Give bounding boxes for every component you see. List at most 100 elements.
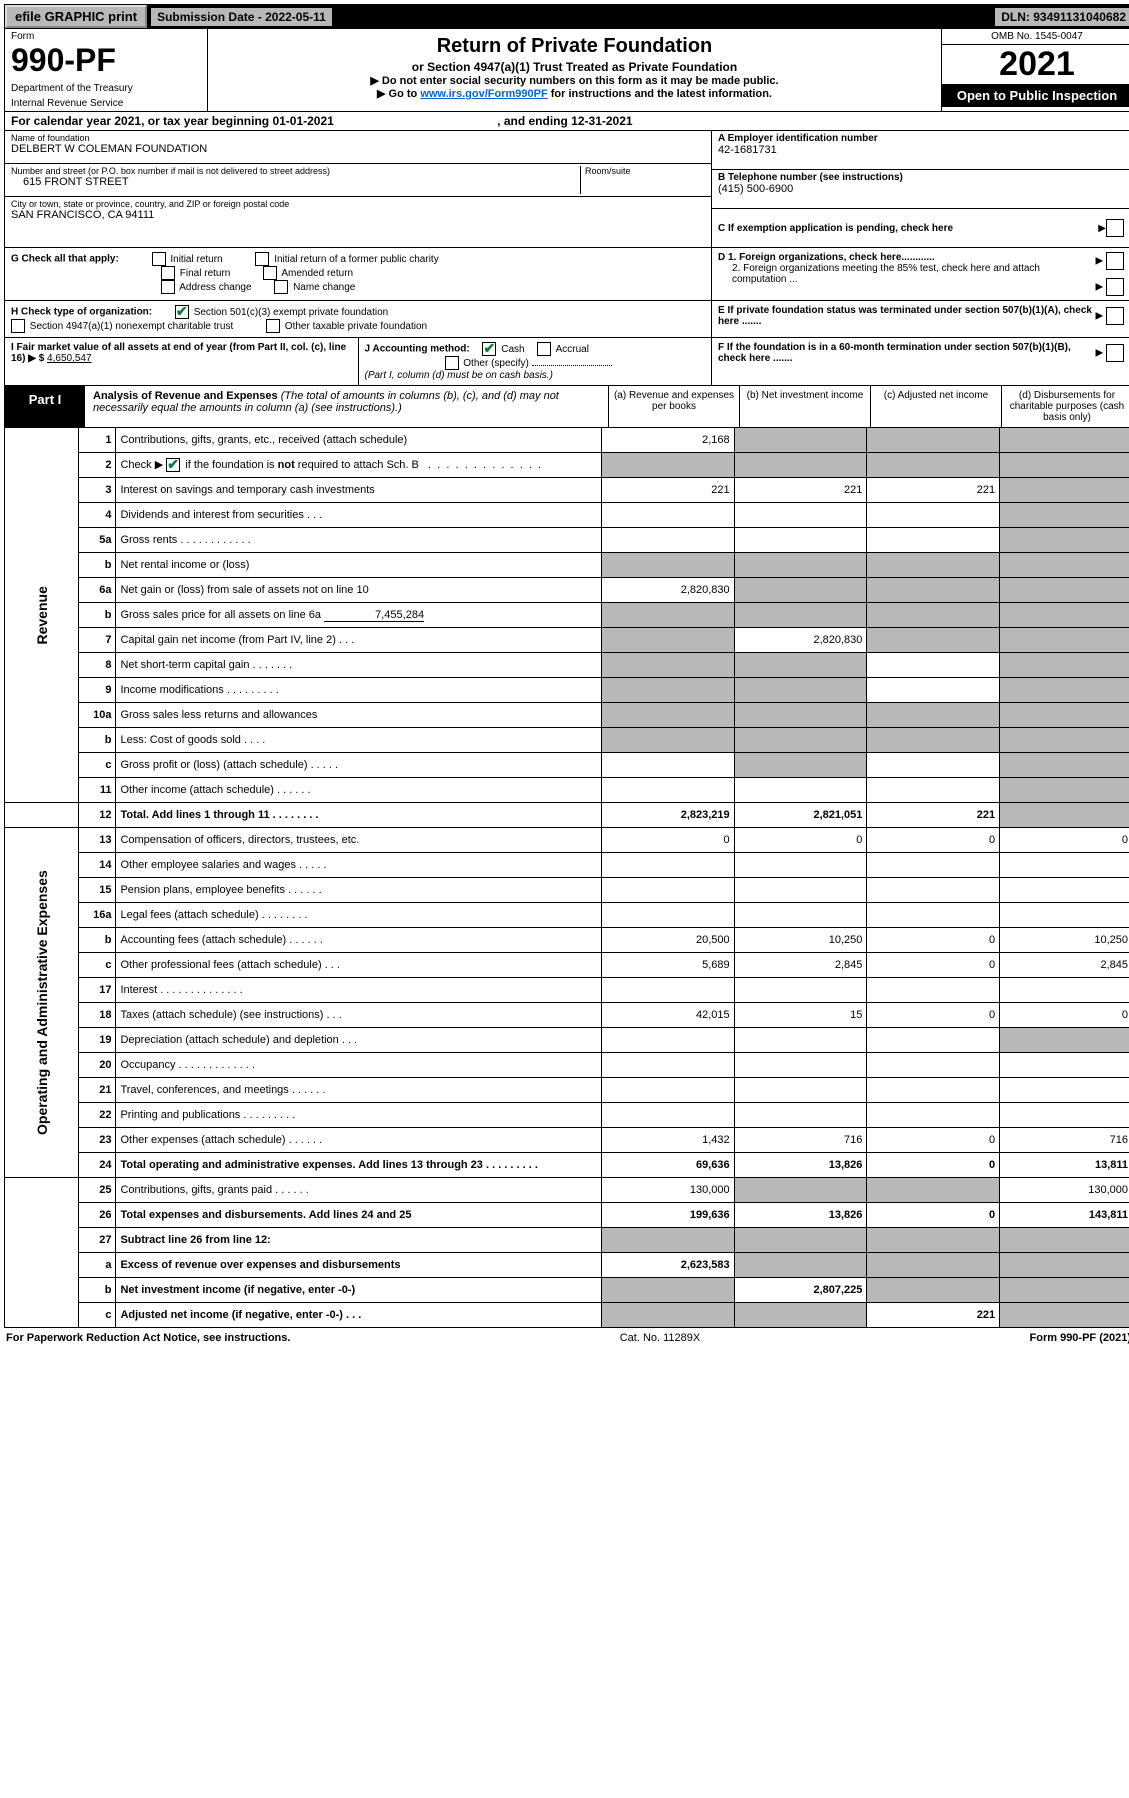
g-final-checkbox[interactable] bbox=[161, 266, 175, 280]
cell-c bbox=[867, 553, 1000, 578]
table-row: c Gross profit or (loss) (attach schedul… bbox=[5, 753, 1129, 778]
cell-b bbox=[734, 778, 867, 803]
row-num: 5a bbox=[78, 528, 115, 553]
cell-c: 0 bbox=[867, 928, 1000, 953]
row-num: 7 bbox=[78, 628, 115, 653]
table-row: 7 Capital gain net income (from Part IV,… bbox=[5, 628, 1129, 653]
d2-checkbox[interactable] bbox=[1106, 278, 1124, 296]
cell-b bbox=[734, 653, 867, 678]
g-initial-former: Initial return of a former public charit… bbox=[274, 254, 439, 265]
h-e-block: H Check type of organization: Section 50… bbox=[4, 301, 1129, 338]
exemption-checkbox[interactable] bbox=[1106, 219, 1124, 237]
row-desc: Taxes (attach schedule) (see instruction… bbox=[116, 1003, 601, 1028]
row-num: 21 bbox=[78, 1078, 115, 1103]
cell-b bbox=[734, 578, 867, 603]
f-checkbox[interactable] bbox=[1106, 344, 1124, 362]
footer-mid: Cat. No. 11289X bbox=[620, 1332, 701, 1344]
row-num: c bbox=[78, 753, 115, 778]
row-num: b bbox=[78, 603, 115, 628]
cell-c: 221 bbox=[867, 803, 1000, 828]
cell-b bbox=[734, 1303, 867, 1328]
omb-number: OMB No. 1545-0047 bbox=[942, 29, 1129, 45]
cell-a bbox=[601, 678, 734, 703]
table-row: 27 Subtract line 26 from line 12: bbox=[5, 1228, 1129, 1253]
row-num: 14 bbox=[78, 853, 115, 878]
col-d-header: (d) Disbursements for charitable purpose… bbox=[1001, 386, 1129, 427]
cell-d: 0 bbox=[1000, 828, 1129, 853]
g-address: Address change bbox=[179, 282, 251, 293]
table-row: b Net rental income or (loss) bbox=[5, 553, 1129, 578]
cell-c bbox=[867, 853, 1000, 878]
cell-c bbox=[867, 703, 1000, 728]
cell-d bbox=[1000, 1053, 1129, 1078]
g-initial-checkbox[interactable] bbox=[152, 252, 166, 266]
j-label: J Accounting method: bbox=[365, 344, 470, 355]
j-other-checkbox[interactable] bbox=[445, 356, 459, 370]
calyear-begin: For calendar year 2021, or tax year begi… bbox=[11, 114, 334, 128]
row-desc: Dividends and interest from securities .… bbox=[116, 503, 601, 528]
h-501c3-checkbox[interactable] bbox=[175, 305, 189, 319]
table-row: 26 Total expenses and disbursements. Add… bbox=[5, 1203, 1129, 1228]
g-amended-checkbox[interactable] bbox=[263, 266, 277, 280]
d1-checkbox[interactable] bbox=[1106, 252, 1124, 270]
cell-b bbox=[734, 503, 867, 528]
row-desc: Total operating and administrative expen… bbox=[116, 1153, 601, 1178]
cell-a: 69,636 bbox=[601, 1153, 734, 1178]
cell-a bbox=[601, 1228, 734, 1253]
j-accrual-checkbox[interactable] bbox=[537, 342, 551, 356]
cell-d: 143,811 bbox=[1000, 1203, 1129, 1228]
g-final: Final return bbox=[180, 268, 231, 279]
g-initial-former-checkbox[interactable] bbox=[255, 252, 269, 266]
table-row: 24 Total operating and administrative ex… bbox=[5, 1153, 1129, 1178]
form990pf-link[interactable]: www.irs.gov/Form990PF bbox=[420, 88, 547, 100]
city-cell: City or town, state or province, country… bbox=[5, 197, 711, 229]
g-name-checkbox[interactable] bbox=[274, 280, 288, 294]
cell-b bbox=[734, 1253, 867, 1278]
row-num: 27 bbox=[78, 1228, 115, 1253]
goto-note: ▶ Go to www.irs.gov/Form990PF for instru… bbox=[216, 87, 933, 100]
row-num: b bbox=[78, 928, 115, 953]
table-row: 10a Gross sales less returns and allowan… bbox=[5, 703, 1129, 728]
efile-print-button[interactable]: efile GRAPHIC print bbox=[5, 5, 147, 28]
h-4947-checkbox[interactable] bbox=[11, 319, 25, 333]
cell-b bbox=[734, 678, 867, 703]
table-row: Operating and Administrative Expenses 13… bbox=[5, 828, 1129, 853]
row-desc: Accounting fees (attach schedule) . . . … bbox=[116, 928, 601, 953]
cell-b: 0 bbox=[734, 828, 867, 853]
phone-label: B Telephone number (see instructions) bbox=[718, 172, 1126, 183]
g-address-checkbox[interactable] bbox=[161, 280, 175, 294]
footer-left: For Paperwork Reduction Act Notice, see … bbox=[6, 1332, 290, 1344]
row-6b-text: Gross sales price for all assets on line… bbox=[120, 609, 321, 621]
row-num: 6a bbox=[78, 578, 115, 603]
row-num: b bbox=[78, 553, 115, 578]
cell-d bbox=[1000, 478, 1129, 503]
j-cash-checkbox[interactable] bbox=[482, 342, 496, 356]
e-checkbox[interactable] bbox=[1106, 307, 1124, 325]
cell-a bbox=[601, 853, 734, 878]
cell-c: 0 bbox=[867, 953, 1000, 978]
part1-table: Revenue 1 Contributions, gifts, grants, … bbox=[4, 428, 1129, 1328]
row-num: b bbox=[78, 728, 115, 753]
cell-c bbox=[867, 1228, 1000, 1253]
col-a-header: (a) Revenue and expenses per books bbox=[608, 386, 739, 427]
row-num: 8 bbox=[78, 653, 115, 678]
h-4947: Section 4947(a)(1) nonexempt charitable … bbox=[30, 321, 233, 332]
e-label: E If private foundation status was termi… bbox=[718, 305, 1096, 327]
e-block: E If private foundation status was termi… bbox=[711, 301, 1129, 337]
cell-a: 42,015 bbox=[601, 1003, 734, 1028]
g-label: G Check all that apply: bbox=[11, 254, 119, 265]
cell-c bbox=[867, 428, 1000, 453]
cell-d: 2,845 bbox=[1000, 953, 1129, 978]
cell-a bbox=[601, 903, 734, 928]
row-num: 11 bbox=[78, 778, 115, 803]
h-other-checkbox[interactable] bbox=[266, 319, 280, 333]
cell-b bbox=[734, 703, 867, 728]
calendar-year-row: For calendar year 2021, or tax year begi… bbox=[4, 112, 1129, 131]
footer-right: Form 990-PF (2021) bbox=[1030, 1332, 1129, 1344]
exemption-cell: C If exemption application is pending, c… bbox=[712, 209, 1129, 247]
row-num: 17 bbox=[78, 978, 115, 1003]
cell-a bbox=[601, 603, 734, 628]
schb-checkbox[interactable] bbox=[166, 458, 180, 472]
exemption-label: C If exemption application is pending, c… bbox=[718, 223, 1098, 234]
table-row: 20 Occupancy . . . . . . . . . . . . . bbox=[5, 1053, 1129, 1078]
